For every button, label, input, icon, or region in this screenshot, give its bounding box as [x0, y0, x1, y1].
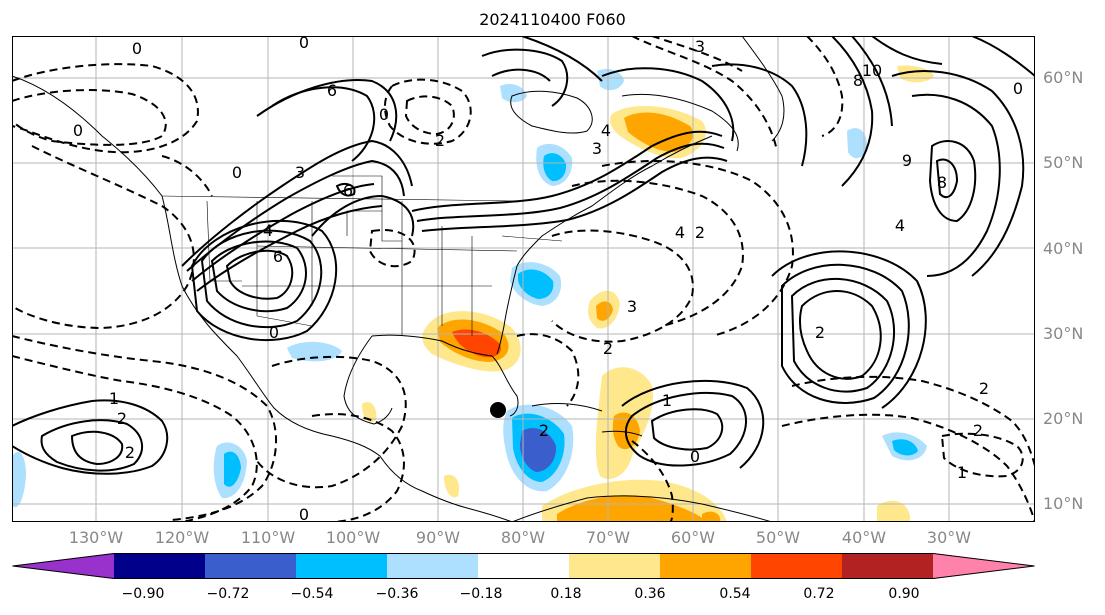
contour-label: 4 — [675, 223, 685, 242]
contour-label: 2 — [435, 131, 445, 150]
lat-label: 30°N — [1043, 324, 1084, 343]
lon-label: 70°W — [585, 528, 631, 547]
contour-label: 2 — [815, 323, 825, 342]
map-title: 2024110400 F060 — [479, 10, 626, 29]
colorbar-tick-label: −0.18 — [459, 586, 503, 602]
lon-label: 130°W — [68, 528, 124, 547]
colorbar-segment — [387, 553, 479, 579]
contour-label: 0 — [269, 323, 279, 342]
contour-label: 3 — [592, 139, 602, 158]
colorbar-segment — [660, 553, 752, 579]
contour-label: 6 — [327, 81, 337, 100]
lon-label: 50°W — [755, 528, 801, 547]
contour-label: 0 — [299, 36, 309, 52]
contour-label: 6 — [273, 247, 283, 266]
colorbar-segment — [478, 553, 570, 579]
lat-label: 50°N — [1043, 153, 1084, 172]
lat-label: 20°N — [1043, 409, 1084, 428]
colorbar-segment — [569, 553, 661, 579]
contour-label: 3 — [627, 297, 637, 316]
weather-map: 0 0 2 3 4 6 3 4 10 8 9 8 4 6 2 0 4 3 3 0… — [12, 36, 1035, 522]
contour-label: 4 — [601, 121, 611, 140]
lon-label: 30°W — [926, 528, 972, 547]
contour-label: 4 — [895, 216, 905, 235]
contour-label: 10 — [862, 61, 882, 80]
contour-label: 9 — [902, 151, 912, 170]
colorbar-extend-low — [12, 553, 114, 579]
map-frame — [12, 36, 1035, 522]
colorbar-tick-label: 0.54 — [719, 586, 751, 602]
coastlines — [12, 36, 785, 522]
lon-label: 90°W — [415, 528, 461, 547]
colorbar-tick-label: −0.54 — [290, 586, 334, 602]
contour-label: 2 — [695, 223, 705, 242]
colorbar-segment — [751, 553, 843, 579]
lat-label: 40°N — [1043, 239, 1084, 258]
contour-label: 2 — [117, 409, 127, 428]
lat-label: 60°N — [1043, 68, 1084, 87]
contour-label: 4 — [263, 221, 273, 240]
shaded-anomalies — [12, 65, 934, 522]
lon-label: 80°W — [500, 528, 546, 547]
lat-label: 10°N — [1043, 494, 1084, 513]
colorbar-segment — [296, 553, 388, 579]
contour-label: 2 — [973, 421, 983, 440]
colorbar-extend-high — [933, 553, 1035, 579]
contour-label: 1 — [662, 391, 672, 410]
contour-label: 1 — [957, 463, 967, 482]
colorbar-tick-label: −0.36 — [375, 586, 419, 602]
colorbar-tick-label: 0.72 — [803, 586, 835, 602]
colorbar — [12, 553, 1035, 579]
contour-label: 2 — [603, 339, 613, 358]
contour-label: 2 — [125, 443, 135, 462]
contour-label: 0 — [132, 39, 142, 58]
contour-label: 8 — [853, 71, 863, 90]
colorbar-tick-label: 0.18 — [550, 586, 582, 602]
colorbar-segment — [842, 553, 934, 579]
contour-label: 0 — [299, 505, 309, 522]
contour-label: 0 — [379, 105, 389, 124]
contour-label: 0 — [232, 163, 242, 182]
colorbar-segment — [114, 553, 206, 579]
colorbar-outline — [12, 553, 1035, 579]
contour-label: 8 — [937, 173, 947, 192]
graticule — [12, 36, 1035, 522]
negative-contours — [12, 36, 1035, 522]
contour-label: 2 — [539, 421, 549, 440]
contour-label: 0 — [1013, 79, 1023, 98]
contour-label: 0 — [73, 121, 83, 140]
contour-label: 1 — [109, 389, 119, 408]
colorbar-tick-label: 0.36 — [634, 586, 666, 602]
lon-label: 40°W — [841, 528, 887, 547]
storm-center-marker — [490, 402, 506, 418]
lon-label: 100°W — [325, 528, 381, 547]
contour-label: 2 — [979, 379, 989, 398]
colorbar-tick-label: −0.90 — [121, 586, 165, 602]
contour-label: 3 — [695, 37, 705, 56]
lon-label: 60°W — [670, 528, 716, 547]
contour-label: 6 — [343, 181, 353, 200]
contour-labels: 0 0 2 3 4 6 3 4 10 8 9 8 4 6 2 0 4 3 3 0… — [73, 36, 1023, 522]
lon-label: 120°W — [154, 528, 210, 547]
colorbar-tick-label: −0.72 — [206, 586, 250, 602]
colorbar-tick-label: 0.90 — [888, 586, 920, 602]
lon-label: 110°W — [240, 528, 296, 547]
positive-contours — [12, 36, 1035, 475]
contour-label: 3 — [295, 163, 305, 182]
contour-label: 0 — [690, 447, 700, 466]
colorbar-segment — [205, 553, 297, 579]
